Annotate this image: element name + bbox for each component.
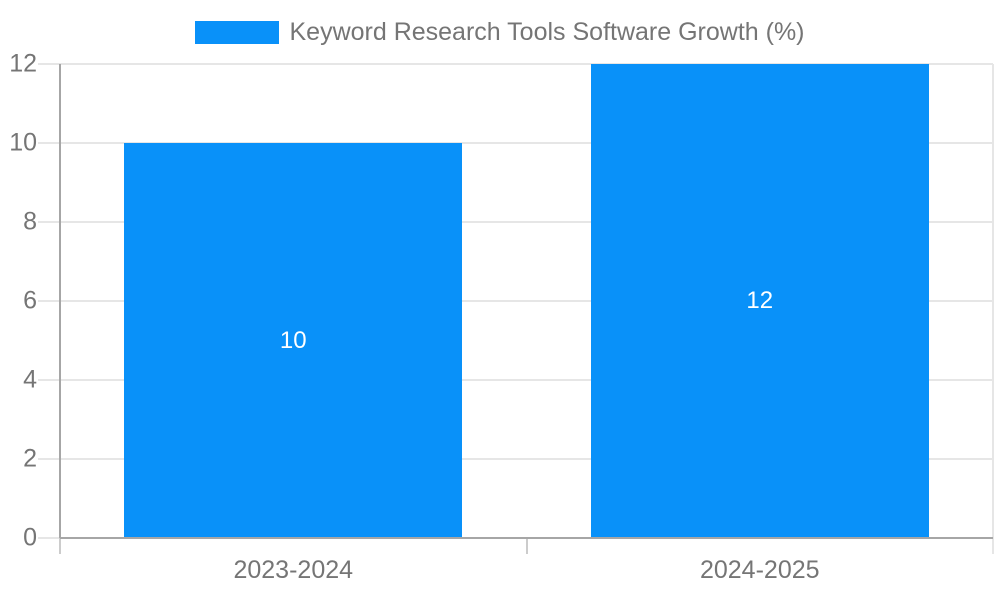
- y-tick-label: 0: [23, 523, 37, 552]
- bar-value-label: 12: [746, 287, 774, 314]
- y-axis-line: [59, 64, 61, 538]
- y-tick-label: 10: [9, 128, 37, 157]
- y-tick-mark: [38, 221, 60, 223]
- y-tick-mark: [38, 300, 60, 302]
- x-tick-mark: [525, 538, 528, 554]
- gridline: [60, 379, 993, 381]
- x-axis-line: [60, 537, 993, 539]
- gridline: [60, 142, 993, 144]
- y-tick-mark: [38, 537, 60, 539]
- y-tick-label: 6: [23, 286, 37, 315]
- y-tick-label: 8: [23, 207, 37, 236]
- bar-value-label: 10: [279, 326, 307, 354]
- legend[interactable]: Keyword Research Tools Software Growth (…: [0, 18, 1000, 46]
- legend-swatch: [195, 21, 280, 44]
- y-tick-label: 12: [9, 49, 37, 78]
- bar[interactable]: [590, 64, 929, 538]
- gridline: [60, 221, 993, 223]
- gridline: [60, 63, 993, 65]
- y-axis-tick-extension: [59, 538, 61, 554]
- x-tick-label: 2023-2024: [233, 556, 354, 584]
- y-tick-mark: [38, 142, 60, 144]
- y-tick-mark: [38, 63, 60, 65]
- legend-label: Keyword Research Tools Software Growth (…: [289, 18, 805, 46]
- x-tick-label: 2024-2025: [699, 556, 820, 584]
- y-tick-mark: [38, 379, 60, 381]
- gridline: [60, 300, 993, 302]
- y-tick-mark: [38, 458, 60, 460]
- plot-right-border: [992, 64, 994, 554]
- bar[interactable]: [124, 143, 463, 538]
- y-tick-label: 2: [23, 444, 37, 473]
- y-tick-label: 4: [23, 365, 37, 394]
- gridline: [60, 458, 993, 460]
